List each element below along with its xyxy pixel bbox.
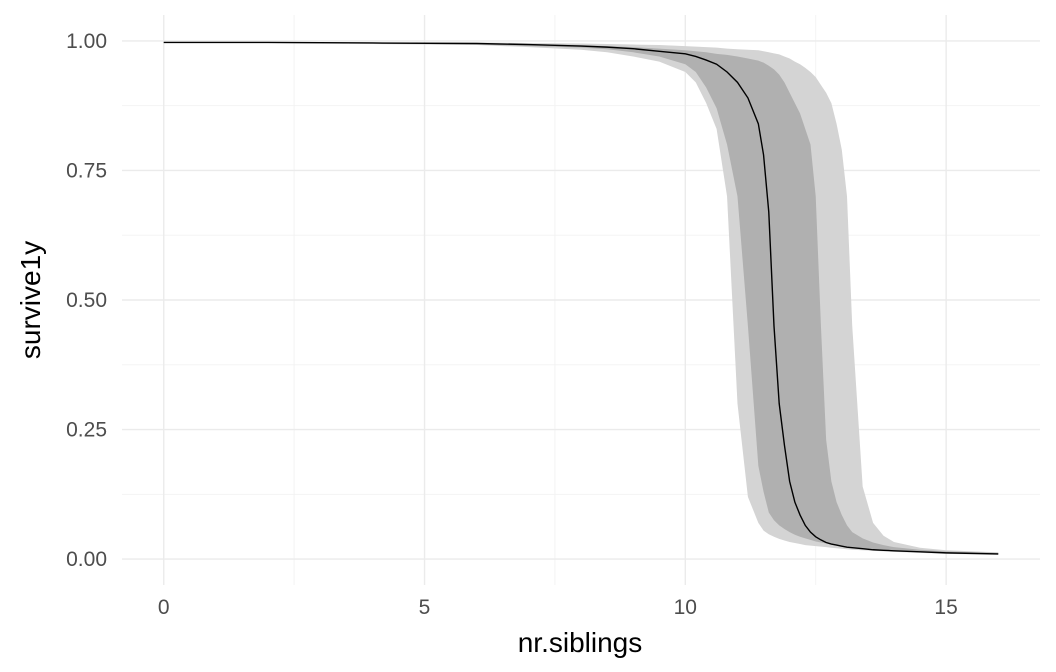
y-tick-label: 0.00 xyxy=(66,548,107,571)
y-axis-title: survive1y xyxy=(15,241,46,359)
x-axis-title: nr.siblings xyxy=(518,627,643,658)
y-tick-label: 0.25 xyxy=(66,419,107,442)
grid xyxy=(122,15,1040,585)
x-tick-label: 0 xyxy=(158,596,170,619)
x-tick-label: 5 xyxy=(419,596,431,619)
fit-line xyxy=(163,41,999,555)
fit-line-group xyxy=(163,41,999,555)
x-axis-ticks: 0 5 10 15 xyxy=(158,596,958,619)
outer-confidence-band xyxy=(163,41,999,555)
y-tick-label: 0.75 xyxy=(66,159,107,182)
confidence-bands xyxy=(163,41,999,555)
inner-confidence-band xyxy=(163,41,999,554)
x-tick-label: 15 xyxy=(934,596,957,619)
y-tick-label: 1.00 xyxy=(66,30,107,53)
y-axis-ticks: 0.00 0.25 0.50 0.75 1.00 xyxy=(66,30,107,571)
y-tick-label: 0.50 xyxy=(66,289,107,312)
x-tick-label: 10 xyxy=(674,596,697,619)
